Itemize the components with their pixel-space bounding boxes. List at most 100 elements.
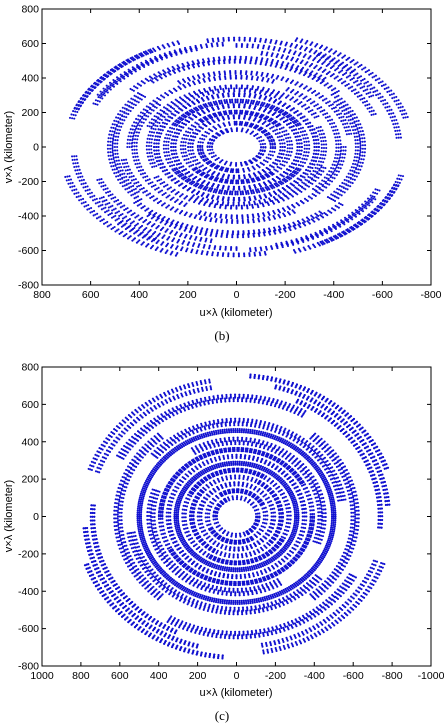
data-point [351, 178, 354, 181]
data-point [335, 50, 338, 53]
data-point [157, 149, 160, 152]
data-point [332, 167, 335, 170]
data-point [159, 229, 162, 232]
data-point [259, 197, 262, 200]
data-point [371, 71, 374, 74]
data-point [147, 144, 151, 148]
data-point [330, 104, 333, 107]
data-point [355, 135, 359, 138]
data-point [399, 133, 402, 136]
data-point [75, 165, 78, 168]
data-point [287, 169, 290, 172]
data-point [271, 187, 274, 190]
data-point [197, 202, 201, 205]
data-point [186, 76, 190, 79]
data-point [334, 209, 337, 212]
data-point [360, 126, 363, 129]
data-point [71, 185, 74, 188]
data-point [287, 94, 290, 97]
data-point [274, 229, 277, 232]
data-point [303, 133, 306, 136]
data-point [309, 55, 312, 58]
data-point [294, 251, 297, 254]
data-point [131, 56, 134, 59]
data-point [145, 110, 149, 114]
data-point [348, 56, 351, 59]
data-point [303, 151, 306, 154]
data-point [359, 123, 362, 126]
data-point [136, 166, 139, 169]
data-point [72, 110, 75, 113]
data-point [392, 112, 395, 115]
data-point [99, 220, 102, 223]
data-point [73, 106, 76, 109]
data-point [277, 74, 280, 78]
data-point [170, 221, 173, 225]
data-point [169, 198, 172, 201]
data-point [325, 230, 329, 233]
data-point [156, 156, 159, 159]
data-point [96, 179, 99, 182]
data-point [212, 56, 215, 59]
data-point [70, 113, 73, 116]
data-point [393, 96, 396, 99]
data-point [258, 231, 261, 234]
data-point [222, 88, 225, 91]
data-point [243, 199, 246, 202]
data-point [133, 159, 136, 162]
data-point [379, 81, 382, 84]
data-point [104, 211, 107, 214]
data-point [307, 126, 310, 129]
data-point [137, 131, 141, 134]
data-point [323, 242, 326, 245]
data-point [171, 131, 174, 134]
data-point [77, 191, 80, 194]
data-point [350, 66, 353, 69]
data-point [199, 104, 202, 107]
data-point [388, 194, 391, 197]
data-point [393, 126, 396, 129]
data-point [380, 100, 383, 103]
data-point [121, 110, 124, 113]
data-point [380, 207, 383, 210]
data-point [139, 184, 142, 187]
data-point [336, 128, 339, 131]
data-point [274, 232, 277, 235]
data-point [404, 116, 407, 119]
data-point [158, 152, 161, 155]
data-point [109, 140, 112, 143]
data-point [215, 232, 218, 235]
data-point [250, 192, 253, 195]
data-point [216, 198, 219, 201]
data-point [158, 135, 162, 138]
data-point [321, 129, 324, 132]
data-point [362, 133, 365, 136]
data-point [305, 140, 308, 143]
data-point [344, 119, 347, 122]
data-point [338, 184, 341, 188]
data-point [186, 96, 189, 99]
data-point [164, 230, 167, 233]
data-point [74, 114, 77, 117]
data-point [66, 175, 69, 178]
data-point [307, 237, 310, 240]
data-point [363, 100, 367, 103]
data-point [166, 42, 169, 45]
data-point [345, 183, 348, 186]
data-point [75, 155, 78, 158]
data-point [305, 46, 308, 49]
data-point [320, 146, 323, 150]
data-point [186, 61, 189, 64]
data-point [294, 135, 297, 139]
data-point [108, 81, 112, 84]
data-point [328, 62, 331, 65]
data-point [126, 211, 129, 214]
data-point [111, 168, 114, 171]
data-point [82, 186, 85, 189]
data-point [133, 201, 136, 205]
data-point [169, 116, 172, 119]
data-point [175, 223, 178, 226]
data-point [315, 115, 318, 118]
data-point [352, 166, 355, 169]
data-point [321, 136, 324, 139]
